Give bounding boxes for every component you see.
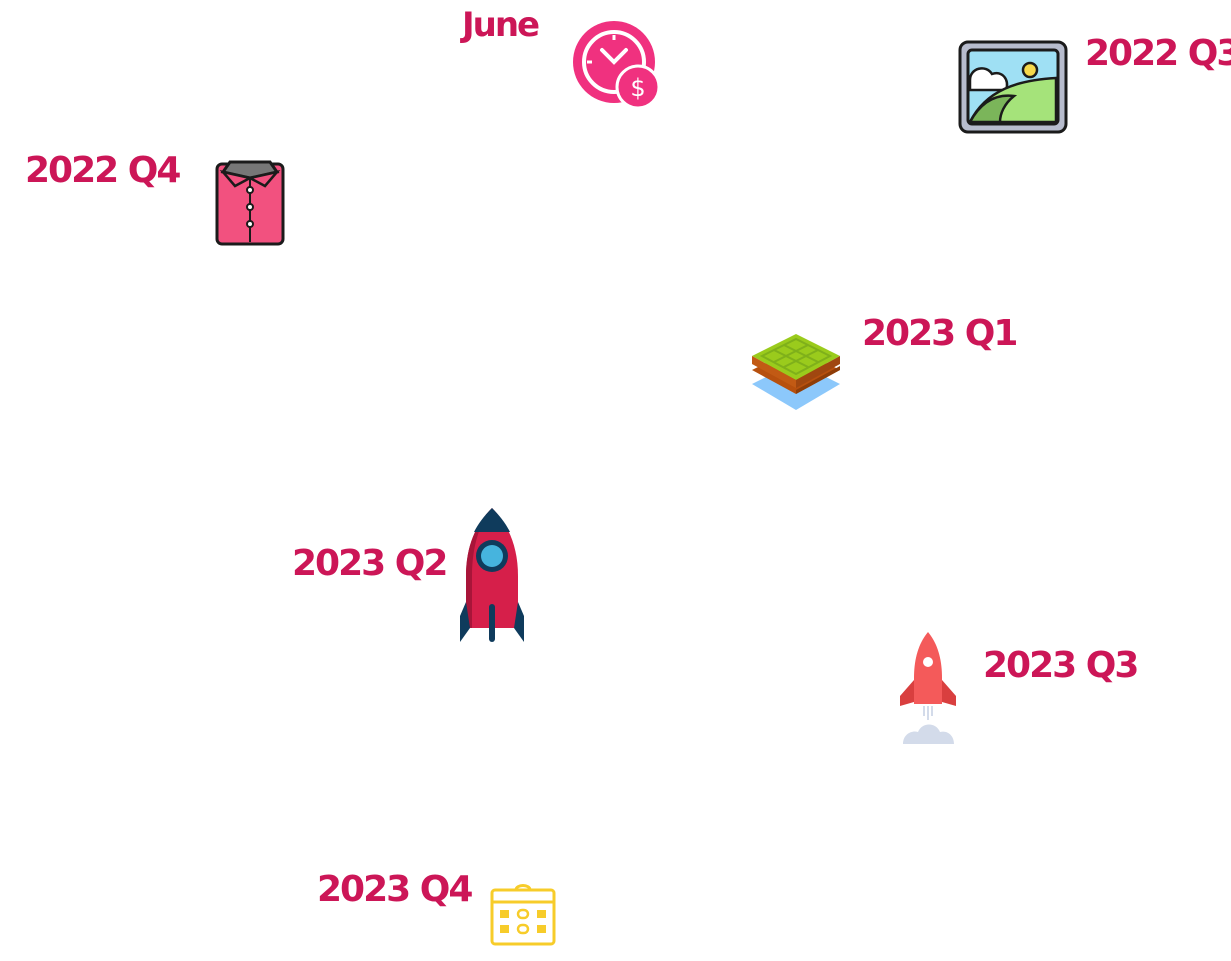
rocket-icon xyxy=(458,506,526,644)
milestone-label-2022-q3: 2022 Q3 xyxy=(1085,33,1231,74)
shirt-icon xyxy=(215,158,285,246)
milestone-label-2023-q2: 2023 Q2 xyxy=(292,543,448,584)
soil-layers-icon xyxy=(750,326,842,412)
calendar-icon xyxy=(489,880,557,948)
milestone-label-june: June xyxy=(462,5,540,45)
milestone-label-2022-q4: 2022 Q4 xyxy=(25,150,181,191)
rocket-launch-icon xyxy=(898,630,960,746)
picture-frame-icon xyxy=(958,40,1068,134)
svg-text:$: $ xyxy=(630,74,645,102)
milestone-label-2023-q1: 2023 Q1 xyxy=(862,313,1018,354)
clock-dollar-icon: $ xyxy=(570,18,662,110)
milestone-label-2023-q3: 2023 Q3 xyxy=(983,645,1139,686)
milestone-label-2023-q4: 2023 Q4 xyxy=(317,869,473,910)
